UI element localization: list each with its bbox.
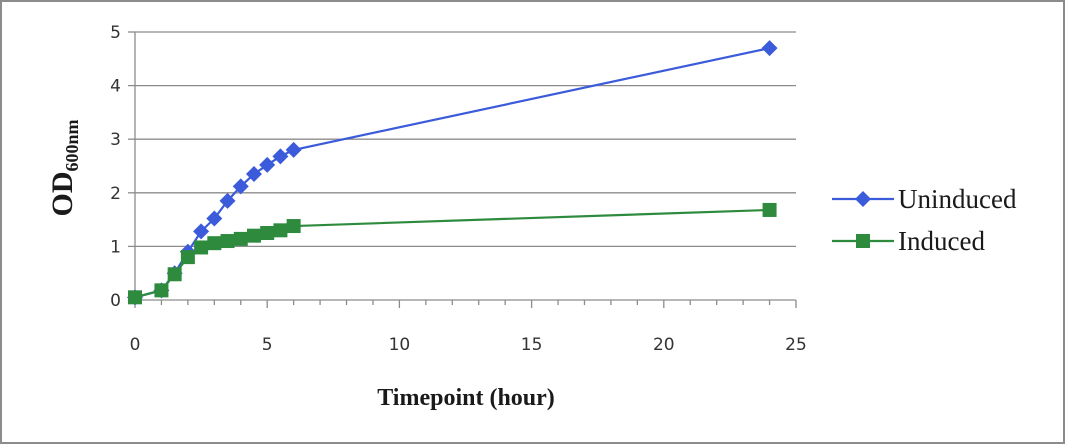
x-axis-title: Timepoint (hour)	[377, 385, 555, 411]
data-point-uninduced	[219, 192, 236, 209]
x-tick-label: 15	[521, 335, 543, 355]
x-tick-label: 5	[262, 335, 273, 355]
y-tick-label: 0	[110, 291, 121, 311]
legend-marker-uninduced	[855, 191, 871, 207]
data-point-induced	[154, 283, 169, 298]
x-tick-label: 0	[130, 335, 141, 355]
data-point-induced	[128, 290, 142, 305]
data-point-uninduced	[193, 223, 210, 240]
x-tick-label: 20	[653, 335, 675, 355]
data-point-induced	[207, 236, 222, 251]
legend: Uninduced Induced	[832, 184, 1017, 256]
data-point-uninduced	[206, 210, 223, 227]
axes: 0 1 2 3 4 5 0 5 10 15 20 25	[110, 23, 807, 355]
series-induced	[128, 202, 777, 305]
y-tick-label: 4	[110, 77, 121, 97]
legend-label-induced: Induced	[898, 226, 985, 256]
data-point-induced	[180, 250, 195, 265]
legend-item-induced: Induced	[832, 226, 985, 256]
data-point-induced	[194, 240, 209, 255]
y-tick-label: 3	[110, 130, 121, 150]
data-point-induced	[246, 228, 261, 243]
data-point-induced	[762, 202, 777, 217]
grid-lines	[135, 31, 796, 248]
data-point-induced	[286, 219, 301, 234]
x-tick-label: 10	[389, 335, 411, 355]
data-point-induced	[233, 231, 248, 246]
y-axis-title-subscript: 600nm	[62, 119, 82, 171]
y-tick-label: 1	[110, 237, 121, 257]
data-point-induced	[220, 234, 235, 249]
data-series	[127, 40, 778, 306]
data-point-induced	[260, 226, 275, 240]
legend-item-uninduced: Uninduced	[832, 184, 1017, 214]
y-axis-title: OD600nm	[46, 119, 82, 216]
legend-label-uninduced: Uninduced	[898, 184, 1017, 214]
data-point-uninduced	[259, 156, 276, 173]
data-point-induced	[167, 267, 182, 282]
data-point-uninduced	[245, 166, 262, 183]
x-tick-label: 25	[785, 335, 807, 355]
y-tick-label: 5	[110, 23, 121, 43]
legend-marker-induced	[856, 234, 870, 248]
y-axis-title-main: OD	[46, 172, 79, 217]
data-point-uninduced	[761, 40, 778, 57]
data-point-uninduced	[285, 141, 302, 158]
data-point-uninduced	[232, 178, 249, 195]
data-point-uninduced	[272, 148, 289, 165]
y-tick-label: 2	[110, 184, 121, 204]
data-point-induced	[273, 223, 288, 238]
